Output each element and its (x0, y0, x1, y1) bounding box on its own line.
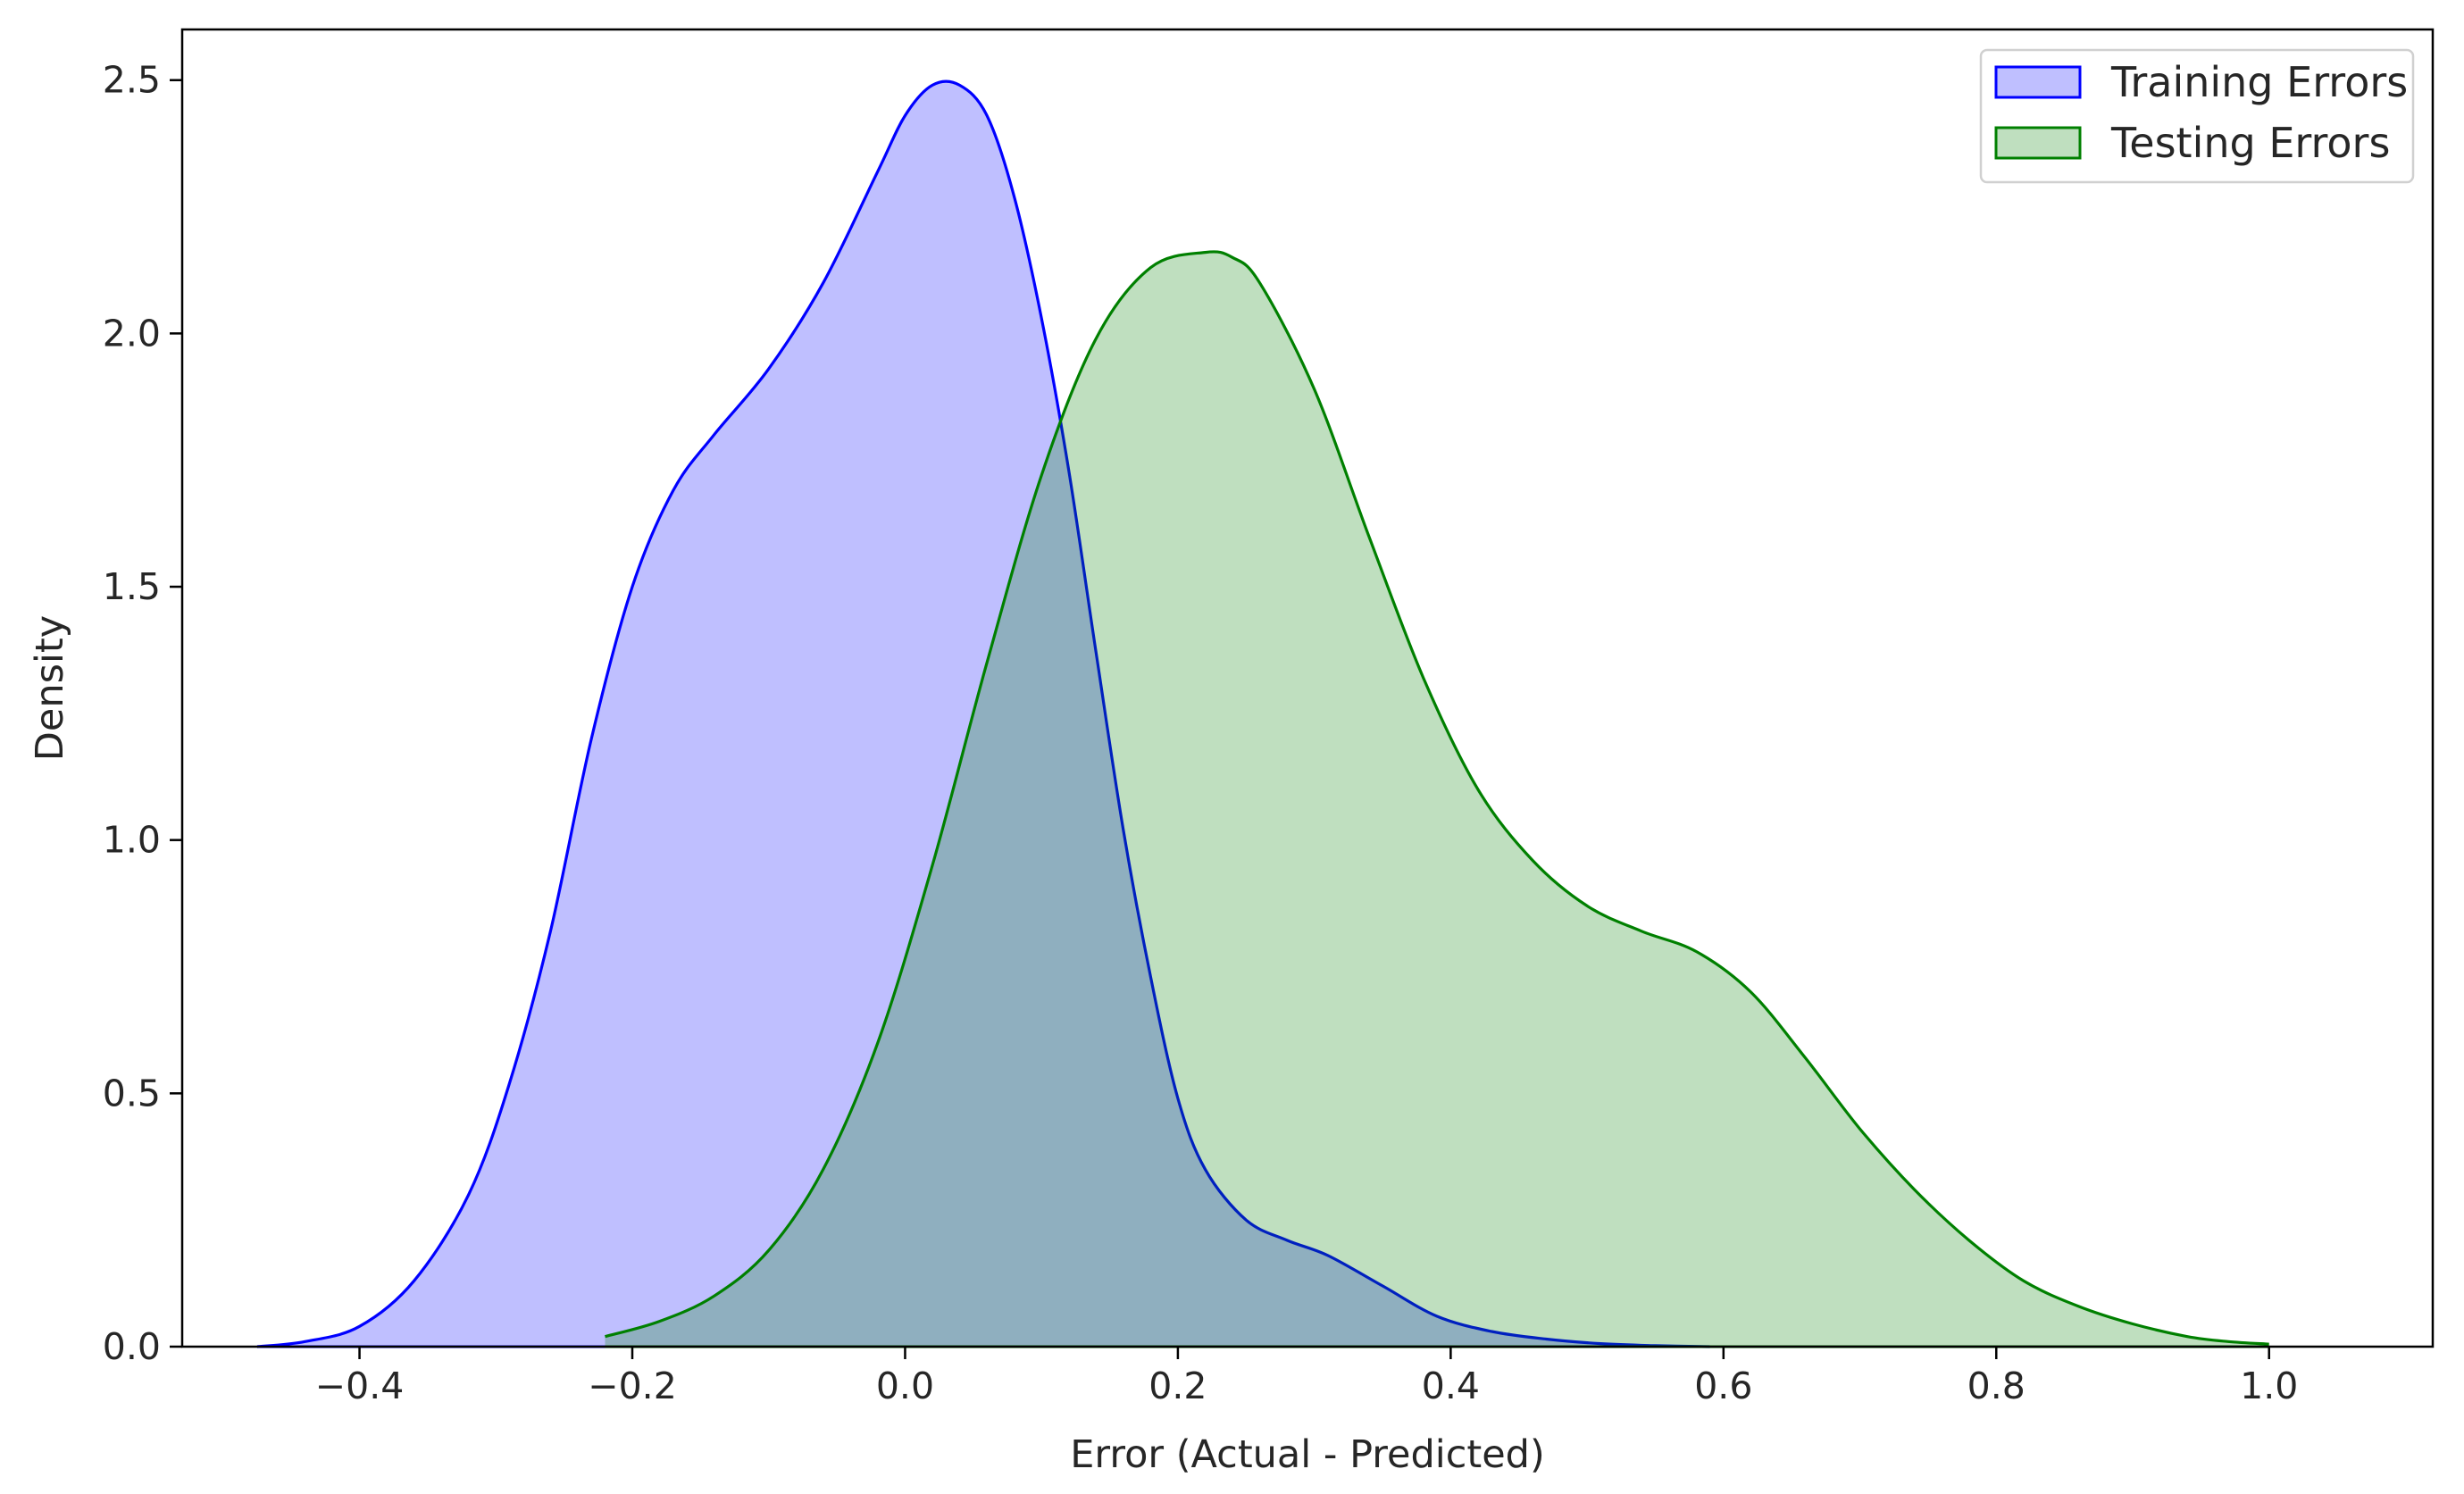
axes-frame (180, 28, 2435, 1348)
x-axis-ticks: −0.4 −0.2 0.0 0.2 0.4 0.6 0.8 1.0 (315, 1347, 2298, 1407)
legend-label-testing-errors: Testing Errors (2110, 119, 2390, 167)
x-tick-label: 0.4 (1422, 1365, 1480, 1407)
x-tick-label: 1.0 (2240, 1365, 2298, 1407)
y-axis-ticks: 0.0 0.5 1.0 1.5 2.0 2.5 (103, 59, 182, 1368)
y-tick-label: 1.5 (103, 565, 161, 608)
legend-swatch-testing-errors (1994, 126, 2082, 160)
density-line-training-errors (256, 79, 1710, 1348)
y-tick-label: 1.0 (103, 819, 161, 862)
legend: Training Errors Testing Errors (1979, 48, 2415, 184)
legend-swatch-training-errors (1994, 65, 2082, 99)
y-tick-label: 2.0 (103, 312, 161, 355)
x-tick-label: 0.8 (1967, 1365, 2025, 1407)
x-tick-label: 0.2 (1148, 1365, 1207, 1407)
y-tick-label: 0.5 (103, 1072, 161, 1114)
area-fill-testing-errors (605, 251, 2269, 1348)
x-tick-label: −0.4 (315, 1365, 405, 1407)
x-tick-label: 0.0 (876, 1365, 934, 1407)
density-line-testing-errors (605, 250, 2269, 1346)
legend-box (1979, 48, 2415, 184)
legend-label-training-errors: Training Errors (2110, 58, 2408, 106)
x-tick-label: −0.2 (588, 1365, 677, 1407)
area-fill-training-errors (257, 81, 1710, 1347)
y-axis-label: Density (28, 615, 72, 761)
x-tick-label: 0.6 (1694, 1365, 1752, 1407)
x-axis-label: Error (Actual - Predicted) (1070, 1432, 1544, 1477)
y-tick-label: 0.0 (103, 1325, 161, 1368)
y-tick-label: 2.5 (103, 59, 161, 102)
